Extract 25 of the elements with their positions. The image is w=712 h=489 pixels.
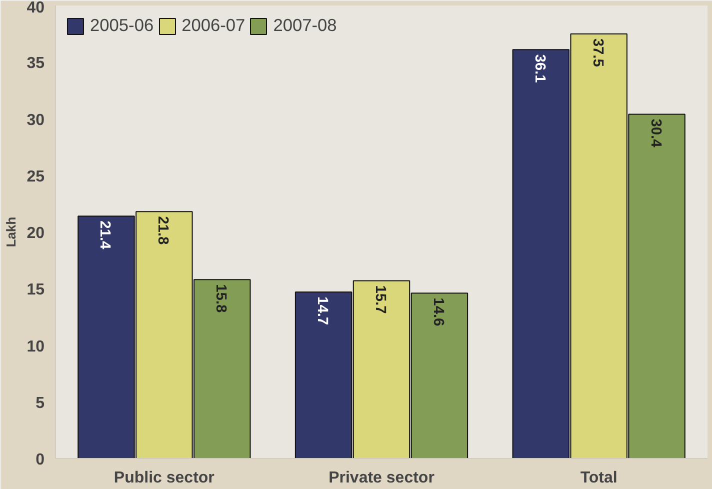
data-label: 15.7 [372, 285, 388, 314]
x-tick-label: Private sector [328, 470, 434, 486]
y-tick-label: 30 [26, 112, 45, 129]
y-tick-label: 15 [26, 282, 45, 299]
y-tick-label: 10 [26, 338, 45, 356]
data-label: 21.8 [154, 216, 171, 245]
legend-label: 2005-06 [90, 15, 154, 36]
y-tick-label: 25 [26, 168, 45, 186]
y-axis-title: Lakh [4, 216, 19, 248]
y-tick-label: 20 [26, 225, 45, 242]
x-tick-label: Public sector [114, 470, 214, 486]
data-label: 30.4 [647, 118, 664, 148]
data-label: 37.5 [589, 38, 606, 67]
y-tick-label: 5 [36, 394, 45, 412]
data-label: 14.6 [430, 298, 446, 326]
x-tick-label: Total [580, 470, 618, 486]
legend-label: 2007-08 [273, 15, 337, 36]
y-tick-label: 0 [36, 452, 45, 468]
y-tick-label: 35 [26, 55, 45, 72]
data-label: 21.4 [96, 220, 113, 250]
y-tick-label: 40 [26, 0, 45, 16]
legend-label: 2006-07 [182, 15, 246, 36]
data-label: 36.1 [531, 54, 548, 83]
data-label: 15.8 [212, 284, 229, 313]
data-label: 14.7 [314, 296, 330, 326]
